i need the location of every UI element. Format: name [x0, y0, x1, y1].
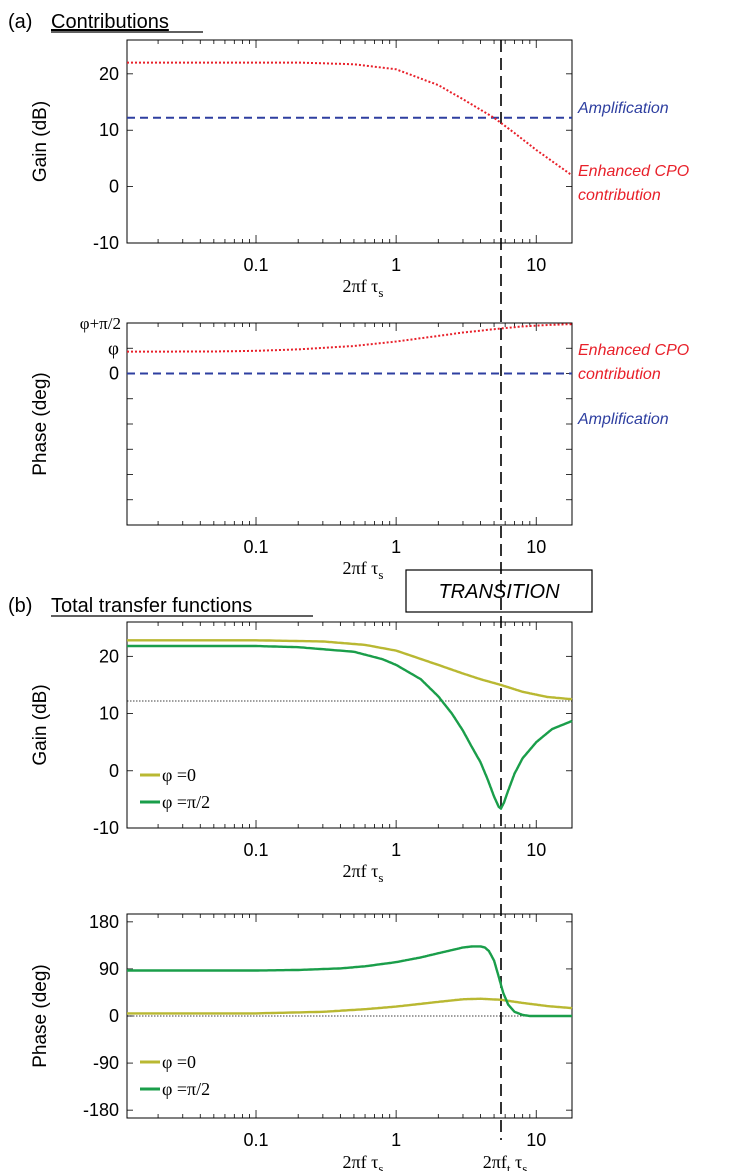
x-tick-label: 10 [526, 1130, 546, 1150]
y-axis-label: Gain (dB) [30, 684, 51, 765]
x-axis-label: 2πf τs [343, 1152, 384, 1171]
y-tick-label: 0 [109, 761, 119, 781]
x-tick-label: 1 [391, 1130, 401, 1150]
a-phase-amplification-label: Amplification [577, 411, 669, 428]
a-phase-cpo-label-2: contribution [578, 366, 661, 383]
x-axis-label-ft-sub-t: t [507, 1161, 511, 1171]
x-axis-label-ft-sub-s: s [522, 1161, 527, 1171]
series-line [127, 644, 573, 810]
y-axis-label: Phase (deg) [30, 964, 51, 1068]
x-tick-label: 0.1 [243, 1130, 268, 1150]
x-axis-label: 2πf τs [343, 861, 384, 885]
legend-label: φ =0 [162, 1052, 196, 1072]
legend-label: φ =0 [162, 765, 196, 785]
legend-label: φ =π/2 [162, 1079, 210, 1099]
x-tick-label: 10 [526, 840, 546, 860]
x-axis-label-ft: 2πft τs [483, 1152, 528, 1171]
panel-a-label: (a) [8, 11, 32, 33]
y-tick-label: φ+π/2 [80, 314, 121, 333]
panel-b-title: Total transfer functions [51, 595, 252, 617]
chart-b-gain: -10 0 10 20 0.1 1 10 2πf τs Gain (dB) φ =0 φ =π/2 [30, 621, 573, 885]
transition-box [405, 569, 593, 613]
plot-frame [126, 621, 573, 829]
y-tick-label: 20 [99, 64, 119, 84]
y-tick-label: 0 [109, 1006, 119, 1026]
x-tick-label: 10 [526, 255, 546, 275]
chart-a-gain: -10 0 10 20 0.1 1 10 2πf τs Gain (dB) [30, 39, 573, 300]
x-tick-label: 1 [391, 840, 401, 860]
y-tick-label: 90 [99, 959, 119, 979]
x-axis-label-sub: s [378, 870, 383, 885]
y-tick-label: -10 [93, 233, 119, 253]
x-axis-label-sub: s [378, 567, 383, 582]
chart-b-phase: -180 -90 0 90 180 0.1 1 10 2πf τs Phase (deg) φ =0… [30, 912, 573, 1171]
y-tick-label: φ [108, 338, 119, 359]
x-axis-label: 2πf τs [343, 558, 384, 582]
y-tick-label: 10 [99, 704, 119, 724]
x-axis-label-sub: s [378, 285, 383, 300]
series-line [127, 323, 573, 353]
series-line [127, 945, 572, 1018]
x-tick-label: 10 [526, 537, 546, 557]
x-axis-label-sub: s [378, 1161, 383, 1171]
series-line [127, 997, 573, 1015]
x-axis-label-ft-mid: τ [510, 1152, 522, 1171]
panel-a-title: Contributions [51, 11, 169, 33]
series-line [127, 61, 573, 177]
plot-frame [126, 39, 573, 244]
x-tick-label: 0.1 [243, 537, 268, 557]
a-phase-cpo-label-1: Enhanced CPO [578, 342, 689, 359]
y-tick-label: 20 [99, 646, 119, 666]
x-axis-label: 2πf τs [343, 276, 384, 300]
panel-b-label: (b) [8, 595, 32, 617]
x-tick-label: 0.1 [243, 840, 268, 860]
plot-frame [126, 322, 573, 526]
legend-label: φ =π/2 [162, 792, 210, 812]
a-gain-cpo-label-1: Enhanced CPO [578, 163, 689, 180]
y-tick-label: -90 [93, 1053, 119, 1073]
series-line [127, 639, 573, 701]
x-tick-label: 1 [391, 255, 401, 275]
x-tick-label: 0.1 [243, 255, 268, 275]
y-tick-label: 180 [89, 912, 119, 932]
y-tick-label: 10 [99, 120, 119, 140]
a-gain-amplification-label: Amplification [577, 100, 669, 117]
y-tick-label: -180 [83, 1100, 119, 1120]
chart-a-phase: 0 φ φ+π/2 0.1 1 10 2πf τs Phase (deg) [30, 314, 573, 582]
y-tick-label: -10 [93, 818, 119, 838]
transition-label: TRANSITION [438, 581, 560, 603]
y-axis-label: Phase (deg) [30, 372, 51, 476]
a-gain-cpo-label-2: contribution [578, 187, 661, 204]
y-tick-label: 0 [109, 177, 119, 197]
y-tick-label: 0 [109, 364, 119, 384]
x-tick-label: 1 [391, 537, 401, 557]
y-axis-label: Gain (dB) [30, 101, 51, 182]
